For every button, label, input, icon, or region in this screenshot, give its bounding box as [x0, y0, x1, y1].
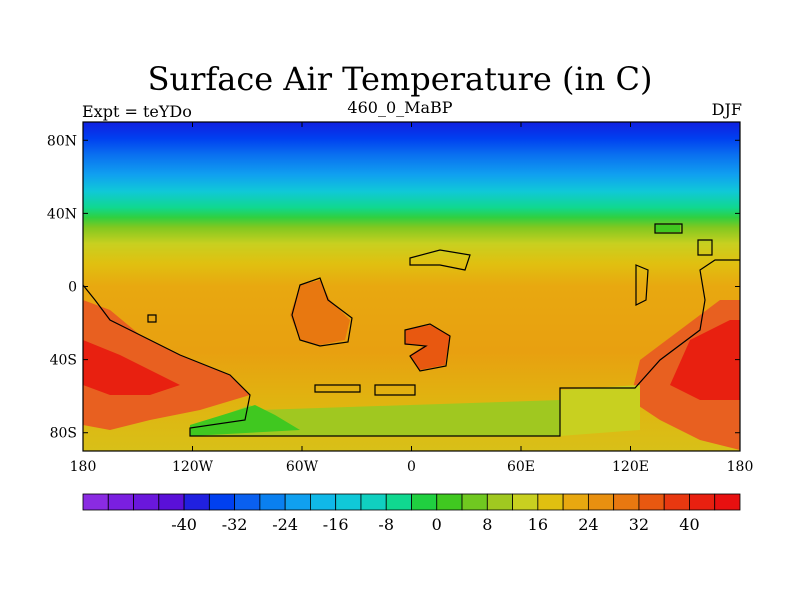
- period-label: 460_0_MaBP: [347, 98, 453, 117]
- colorbar-swatch: [562, 493, 589, 511]
- colorbar-label: -16: [323, 515, 349, 534]
- season-label: DJF: [711, 100, 742, 119]
- colorbar-swatch: [208, 493, 236, 511]
- colorbar-label: -32: [222, 515, 248, 534]
- colorbar-label: 8: [482, 515, 492, 534]
- colorbar: -40 -32 -24 -16 -8 0 8 16 24 32 40: [82, 493, 741, 534]
- colorbar-swatch: [512, 493, 539, 511]
- colorbar-swatch: [486, 493, 513, 511]
- colorbar-swatch: [537, 493, 564, 511]
- colorbar-label: -24: [272, 515, 298, 534]
- colorbar-swatch: [638, 493, 665, 511]
- lat-tick-label: 40N: [47, 206, 77, 222]
- experiment-label: Expt = teYDo: [82, 102, 192, 121]
- map-title: Surface Air Temperature (in C): [147, 60, 653, 98]
- colorbar-swatch: [310, 493, 337, 511]
- lat-tick-label: 80N: [47, 133, 77, 149]
- colorbar-swatch: [663, 493, 690, 511]
- lon-tick-label: 120E: [612, 459, 649, 475]
- colorbar-swatch: [613, 493, 640, 511]
- colorbar-swatch: [234, 493, 261, 511]
- lon-tick-label: 180: [727, 459, 754, 475]
- colorbar-swatch: [385, 493, 412, 511]
- colorbar-swatch: [133, 493, 160, 511]
- colorbar-label: 24: [578, 515, 598, 534]
- colorbar-swatch: [689, 493, 716, 511]
- colorbar-label: 16: [528, 515, 548, 534]
- colorbar-swatch: [436, 493, 463, 511]
- colorbar-swatch: [411, 493, 438, 511]
- latitude-axis: 80N 40N 0 40S 80S: [47, 133, 740, 442]
- colorbar-label: 40: [679, 515, 699, 534]
- colorbar-swatch: [82, 493, 109, 511]
- colorbar-label: 32: [629, 515, 649, 534]
- lat-tick-label: 40S: [50, 353, 77, 369]
- colorbar-swatch: [259, 493, 286, 511]
- colorbar-swatch: [714, 493, 741, 511]
- colorbar-label: -8: [378, 515, 394, 534]
- colorbar-swatch: [107, 493, 134, 511]
- lat-tick-label: 80S: [50, 426, 77, 442]
- colorbar-swatch: [284, 493, 311, 511]
- lon-tick-label: 0: [407, 459, 416, 475]
- lon-tick-label: 180: [70, 459, 97, 475]
- lon-tick-label: 60E: [507, 459, 535, 475]
- lon-tick-label: 120W: [172, 459, 214, 475]
- colorbar-swatch: [461, 493, 488, 511]
- colorbar-swatch: [183, 493, 210, 511]
- colorbar-swatch: [335, 493, 362, 511]
- temperature-field: [83, 122, 740, 451]
- colorbar-label: 0: [432, 515, 442, 534]
- lat-tick-label: 0: [68, 280, 77, 296]
- lon-tick-label: 60W: [286, 459, 319, 475]
- longitude-axis: 180 120W 60W 0 60E 120E 180: [70, 122, 754, 475]
- colorbar-swatch: [360, 493, 387, 511]
- colorbar-swatch: [587, 493, 615, 511]
- colorbar-swatch: [158, 493, 185, 511]
- colorbar-label: -40: [171, 515, 197, 534]
